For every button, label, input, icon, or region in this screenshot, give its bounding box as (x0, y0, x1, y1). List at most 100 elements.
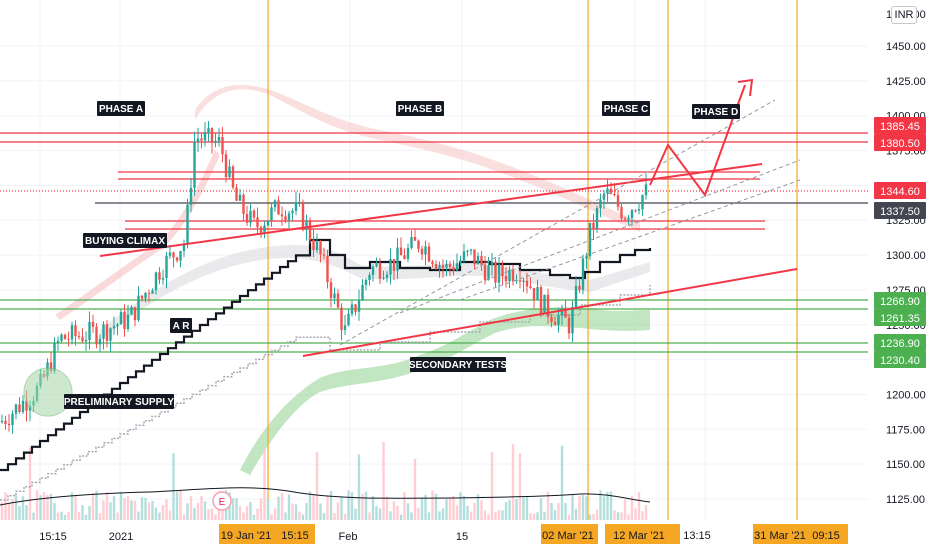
candle-body (182, 243, 186, 252)
volume-bar (490, 451, 494, 520)
candle-body (581, 258, 585, 290)
volume-bar (312, 494, 315, 520)
price-tag-text: 1261.35 (880, 313, 920, 325)
annotation-label-box (602, 101, 650, 116)
currency-button[interactable]: INR (891, 6, 917, 24)
volume-bar (322, 513, 326, 520)
volume-bar (98, 513, 102, 520)
annotation-label-text: PHASE D (694, 107, 738, 118)
projection-zigzag-arrow[interactable] (649, 84, 746, 198)
volume-bar (133, 500, 137, 520)
volume-bar (46, 495, 49, 520)
volume-bar (399, 514, 403, 520)
volume-bar (116, 512, 119, 520)
volume-bar (42, 492, 46, 520)
volume-bar (56, 512, 60, 520)
annotation-label-text: BUYING CLIMAX (85, 236, 165, 247)
volume-bar (238, 506, 242, 520)
volume-bar (525, 495, 529, 520)
candle-body (193, 141, 196, 188)
candle-body (14, 404, 18, 414)
volume-bar (574, 508, 578, 520)
candle-body (298, 201, 301, 203)
candle-body (606, 188, 609, 194)
volume-bar (455, 505, 459, 520)
volume-bar (434, 493, 438, 520)
price-tag-text: 1380.50 (880, 138, 920, 150)
volume-bar (158, 512, 161, 520)
volume-bar (263, 448, 266, 520)
candle-body (105, 324, 109, 341)
price-axis-tick: 1450.00 (886, 41, 926, 53)
candle-body (546, 294, 550, 317)
volume-bar (438, 511, 441, 520)
volume-bar (277, 496, 280, 520)
volume-bar (602, 496, 606, 520)
annotation-label-text: A R (173, 321, 191, 332)
volume-bar (25, 505, 28, 520)
volume-bar (567, 514, 571, 520)
candle-body (123, 312, 126, 330)
candle-body (487, 265, 490, 280)
volume-bar (256, 508, 259, 520)
volume-bar (588, 514, 592, 520)
candle-body (382, 277, 385, 279)
volume-bar (406, 503, 410, 520)
volume-bar (18, 506, 21, 520)
black-trailing-stop-line (0, 238, 652, 472)
candle-body (417, 240, 420, 249)
annotation-label-box (396, 101, 444, 116)
candle-body (550, 316, 553, 322)
volume-bar (445, 499, 448, 520)
volume-bar (319, 503, 322, 520)
volume-bar (175, 491, 179, 520)
price-axis-bg[interactable] (868, 0, 932, 520)
volume-bar (123, 498, 126, 520)
volume-bar (382, 442, 385, 520)
volume-bar (340, 497, 343, 520)
event-marker[interactable]: E (212, 491, 232, 511)
candle-body (116, 324, 119, 327)
volume-bar (606, 491, 609, 520)
candle-body (4, 420, 7, 424)
candle-body (217, 137, 221, 141)
candle-body (560, 308, 564, 316)
candle-body (266, 220, 270, 226)
upper-trendline[interactable] (99, 163, 763, 257)
candle-body (63, 334, 67, 340)
volume-bar (350, 492, 354, 520)
volume-bar (249, 502, 252, 520)
volume-bar (14, 495, 18, 520)
candle-body (165, 255, 168, 279)
volume-bar (182, 514, 186, 520)
volume-average-line (0, 487, 651, 506)
volume-bar (235, 498, 238, 520)
time-axis-highlight (753, 524, 848, 544)
volume-bar (252, 514, 256, 520)
volume-bar (315, 452, 319, 520)
candle-body (126, 314, 130, 330)
candle-body (476, 256, 480, 265)
candle-body (147, 292, 151, 294)
volume-bars (0, 442, 648, 520)
volume-bar (511, 444, 515, 520)
candle-body (154, 272, 158, 291)
volume-bar (581, 494, 585, 520)
volume-bar (203, 501, 207, 520)
candle-body (301, 201, 305, 230)
preliminary-supply-circle (23, 367, 73, 417)
candle-body (599, 199, 602, 209)
time-axis-highlight-tick: 12 Mar '21 (613, 530, 665, 542)
candle-body (501, 264, 504, 277)
volume-bar (266, 499, 270, 520)
candle-body (151, 290, 154, 294)
lower-trendline[interactable] (302, 268, 798, 357)
candle-body (350, 304, 354, 314)
volume-bar (67, 512, 70, 520)
volume-bar (91, 493, 95, 520)
candle-body (466, 250, 469, 252)
candle-body (179, 251, 182, 261)
candle-body (410, 236, 413, 248)
volume-bar (294, 504, 298, 520)
